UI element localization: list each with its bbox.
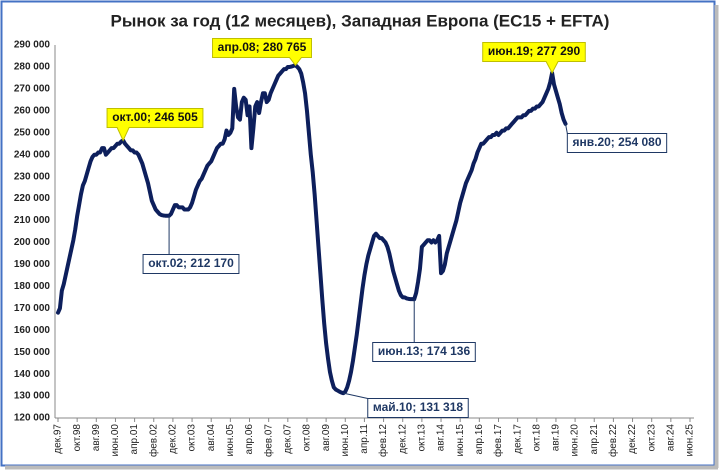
x-tick-label: июн.10 bbox=[340, 424, 351, 457]
x-tick-label: окт.03 bbox=[187, 424, 198, 452]
y-tick-label: 220 000 bbox=[14, 193, 51, 204]
annotation: июн.13; 174 136 bbox=[372, 299, 476, 362]
x-tick-label: дек.07 bbox=[282, 424, 293, 454]
y-tick-label: 230 000 bbox=[14, 171, 51, 182]
x-tick-label: окт.08 bbox=[302, 424, 313, 452]
x-tick-label: дек.02 bbox=[168, 424, 179, 454]
annotation: май.10; 131 318 bbox=[343, 392, 469, 418]
x-tick-label: фев.17 bbox=[492, 424, 504, 457]
annotation-box bbox=[367, 398, 469, 418]
annotation-label: июн.13; 174 136 bbox=[378, 344, 471, 358]
x-tick-label: окт.18 bbox=[531, 424, 542, 452]
y-tick-label: 250 000 bbox=[14, 127, 51, 138]
y-tick-label: 210 000 bbox=[14, 215, 51, 226]
annotation-label: янв.20; 254 080 bbox=[572, 135, 661, 149]
x-tick-label: фев.12 bbox=[377, 424, 389, 457]
annotation-label: окт.02; 212 170 bbox=[148, 256, 234, 270]
annotation-label: окт.00; 246 505 bbox=[112, 110, 198, 124]
x-tick-label: дек.17 bbox=[512, 424, 523, 454]
x-tick-label: апр.11 bbox=[359, 424, 370, 454]
x-tick-label: окт.98 bbox=[72, 424, 83, 452]
x-tick-label: авг.19 bbox=[551, 424, 562, 452]
y-tick-label: 140 000 bbox=[14, 369, 51, 380]
annotation-pointer bbox=[565, 123, 568, 134]
y-tick-label: 150 000 bbox=[14, 347, 51, 358]
annotation: июн.19; 277 290 bbox=[482, 42, 586, 74]
annotation: апр.08; 280 765 bbox=[212, 38, 312, 67]
x-tick-label: июн.15 bbox=[455, 424, 466, 457]
annotation-label: май.10; 131 318 bbox=[373, 400, 463, 414]
x-tick-label: июн.05 bbox=[225, 424, 236, 457]
x-tick-label: авг.24 bbox=[665, 424, 676, 452]
annotation-label: апр.08; 280 765 bbox=[218, 40, 307, 54]
annotation-box bbox=[372, 342, 476, 362]
x-tick-label: авг.09 bbox=[321, 424, 332, 452]
annotation: янв.20; 254 080 bbox=[565, 123, 668, 153]
y-tick-label: 270 000 bbox=[14, 84, 51, 95]
x-tick-label: дек.22 bbox=[627, 424, 638, 454]
annotation: окт.00; 246 505 bbox=[106, 108, 204, 142]
x-tick-label: июн.25 bbox=[685, 424, 696, 457]
x-tick-label: окт.23 bbox=[646, 424, 657, 452]
y-tick-label: 260 000 bbox=[14, 105, 51, 116]
x-tick-label: авг.99 bbox=[91, 424, 102, 452]
x-tick-label: авг.04 bbox=[206, 424, 217, 452]
x-tick-label: июн.20 bbox=[570, 424, 581, 457]
y-tick-label: 170 000 bbox=[14, 303, 51, 314]
y-tick-label: 290 000 bbox=[14, 40, 51, 51]
x-tick-label: дек.12 bbox=[397, 424, 408, 454]
annotation-label: июн.19; 277 290 bbox=[488, 44, 581, 58]
y-tick-label: 160 000 bbox=[14, 325, 51, 336]
x-tick-label: апр.06 bbox=[244, 424, 255, 455]
y-tick-label: 180 000 bbox=[14, 281, 51, 292]
y-tick-label: 130 000 bbox=[14, 391, 51, 402]
y-tick-label: 190 000 bbox=[14, 259, 51, 270]
x-tick-label: фев.22 bbox=[607, 424, 619, 457]
x-tick-label: апр.21 bbox=[589, 424, 600, 455]
x-tick-label: окт.13 bbox=[417, 424, 428, 452]
annotation-box bbox=[142, 254, 240, 274]
x-tick-label: апр.16 bbox=[474, 424, 485, 455]
x-tick-label: фев.07 bbox=[262, 424, 274, 457]
annotation-pointer bbox=[343, 392, 368, 399]
shadow bbox=[714, 5, 719, 468]
y-tick-label: 120 000 bbox=[14, 413, 51, 424]
y-tick-label: 240 000 bbox=[14, 149, 51, 160]
x-tick-label: апр.01 bbox=[129, 424, 140, 455]
annotation-box bbox=[482, 42, 586, 74]
y-tick-label: 200 000 bbox=[14, 237, 51, 248]
x-tick-label: фев.02 bbox=[147, 424, 159, 457]
annotation: окт.02; 212 170 bbox=[142, 215, 240, 274]
annotation-box bbox=[566, 133, 668, 153]
annotation-box bbox=[106, 108, 204, 142]
x-tick-label: дек.97 bbox=[53, 424, 64, 454]
data-line bbox=[56, 63, 568, 396]
x-tick-label: авг.14 bbox=[436, 424, 447, 452]
x-tick-label: июн.00 bbox=[110, 424, 121, 457]
shadow bbox=[5, 465, 718, 470]
annotation-box bbox=[212, 38, 312, 67]
chart-title: Рынок за год (12 месяцев), Западная Евро… bbox=[111, 11, 610, 30]
y-tick-label: 280 000 bbox=[14, 62, 51, 73]
